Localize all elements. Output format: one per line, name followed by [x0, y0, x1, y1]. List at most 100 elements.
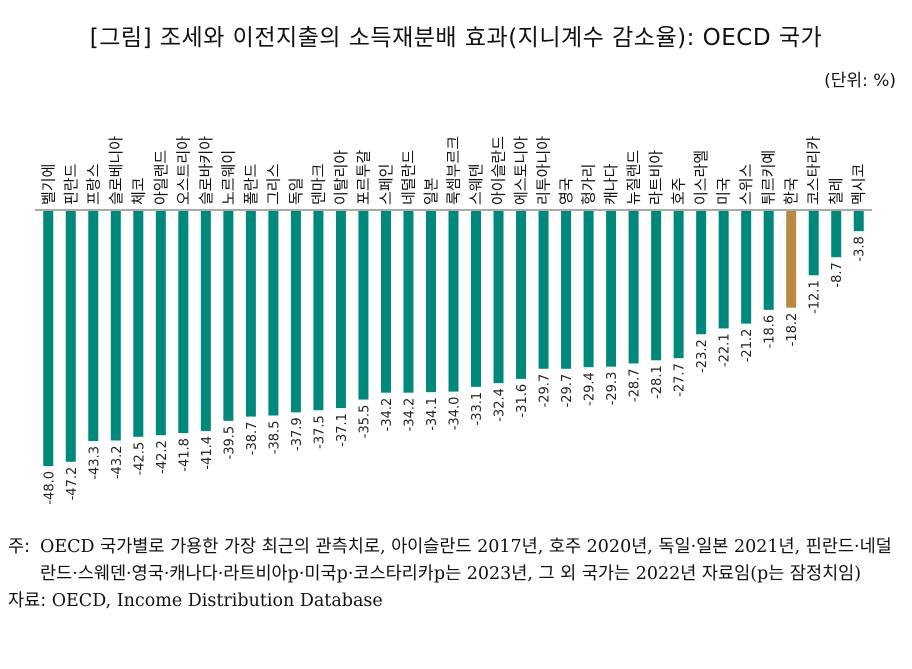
bar [155, 211, 166, 436]
note-text: OECD 국가별로 가용한 가장 최근의 관측치로, 아이슬란드 2017년, … [40, 537, 892, 584]
bar [853, 211, 864, 232]
category-label: 룩셈부르크 [445, 136, 463, 205]
category-label: 슬로바키아 [197, 136, 215, 205]
category-label: 스위스 [737, 163, 755, 205]
value-label: -18.2 [785, 313, 800, 347]
value-label: -37.1 [335, 413, 350, 447]
value-label: -43.3 [87, 446, 102, 480]
bar-chart: 벨기에 -48.0 핀란드 -47.2 프랑스 -43.3 슬로베니아 -43.2 체코 -42.… [35, 136, 872, 505]
source-prefix: 자료: [8, 591, 47, 611]
category-label: 스웨덴 [467, 164, 485, 205]
value-label: -33.1 [470, 392, 485, 426]
bar [561, 211, 572, 369]
value-label: -37.5 [312, 415, 327, 449]
category-label: 에스토니아 [512, 136, 530, 205]
chart-notes: 주: OECD 국가별로 가용한 가장 최근의 관측치로, 아이슬란드 2017… [8, 534, 904, 615]
bar [628, 211, 639, 364]
bar [808, 211, 819, 276]
value-label: -42.2 [155, 440, 170, 474]
bar [538, 211, 549, 369]
value-label: -34.2 [402, 398, 417, 432]
category-label: 오스트리아 [174, 136, 192, 205]
bar [696, 211, 707, 335]
bar [651, 211, 662, 361]
bar [335, 211, 346, 409]
value-label: -28.7 [628, 368, 643, 402]
category-label: 프랑스 [84, 163, 102, 205]
source-row: 자료: OECD, Income Distribution Database [8, 588, 904, 615]
value-label: -34.0 [448, 397, 463, 431]
category-label: 그리스 [264, 163, 282, 205]
bar [245, 211, 256, 417]
category-label: 이탈리아 [332, 150, 350, 205]
category-label: 칠레 [827, 177, 845, 205]
value-label: -37.9 [290, 417, 305, 451]
bar [516, 211, 527, 379]
value-label: -41.8 [177, 438, 192, 472]
value-label: -28.1 [650, 365, 665, 399]
value-label: -23.2 [695, 339, 710, 373]
value-label: -35.5 [357, 405, 372, 439]
bar [471, 211, 482, 387]
category-label: 노르웨이 [219, 150, 237, 205]
bar [223, 211, 234, 421]
category-label: 아이슬란드 [490, 136, 508, 205]
bar [718, 211, 729, 329]
value-label: -29.7 [560, 374, 575, 408]
value-label: -34.2 [380, 398, 395, 432]
category-label: 리투아니아 [535, 136, 553, 205]
category-label: 핀란드 [62, 163, 80, 205]
category-label: 미국 [715, 177, 733, 205]
category-label: 뉴질랜드 [625, 150, 643, 205]
category-label: 독일 [287, 177, 305, 205]
bar [313, 211, 324, 411]
bar [178, 211, 189, 434]
bar [380, 211, 391, 393]
bar [403, 211, 414, 393]
value-label: -32.4 [493, 388, 508, 422]
category-label: 코스타리카 [805, 136, 823, 205]
bar [583, 211, 594, 368]
category-label: 폴란드 [242, 163, 260, 205]
bar [358, 211, 369, 400]
bar [673, 211, 684, 359]
bar [65, 211, 76, 462]
chart-title: [그림] 조세와 이전지출의 소득재분배 효과(지니계수 감소율): OECD … [89, 25, 823, 51]
category-label: 이스라엘 [692, 150, 710, 205]
bar [290, 211, 301, 413]
category-label: 헝가리 [580, 164, 598, 205]
value-label: -18.6 [763, 315, 778, 349]
value-label: -27.7 [673, 363, 688, 397]
category-label: 체코 [129, 177, 147, 205]
category-label: 슬로베니아 [107, 136, 125, 205]
category-label: 튀르키예 [760, 150, 778, 205]
bar [43, 211, 54, 466]
value-label: -34.1 [425, 397, 440, 431]
bar [606, 211, 617, 367]
category-label: 벨기에 [39, 164, 57, 205]
bar [110, 211, 121, 441]
category-label: 호주 [670, 177, 688, 205]
value-label: -48.0 [42, 471, 57, 505]
bar [741, 211, 752, 324]
category-label: 영국 [557, 177, 575, 205]
value-label: -38.5 [267, 421, 282, 455]
value-label: -22.1 [718, 333, 733, 367]
note-row: 주: OECD 국가별로 가용한 가장 최근의 관측치로, 아이슬란드 2017… [8, 534, 904, 588]
value-label: -29.4 [583, 372, 598, 406]
value-label: -42.5 [132, 442, 147, 476]
value-label: -12.1 [808, 280, 823, 314]
bar [493, 211, 504, 384]
value-label: -43.2 [110, 446, 125, 480]
value-label: -47.2 [65, 467, 80, 501]
bar [88, 211, 99, 442]
bar [831, 211, 842, 258]
category-label: 멕시코 [850, 164, 868, 205]
value-label: -29.7 [538, 374, 553, 408]
category-label: 포르투갈 [354, 150, 372, 205]
category-label: 라트비아 [647, 150, 665, 205]
value-label: -3.8 [853, 236, 868, 261]
category-label: 덴마크 [309, 164, 327, 205]
value-label: -31.6 [515, 384, 530, 418]
bar [133, 211, 144, 437]
